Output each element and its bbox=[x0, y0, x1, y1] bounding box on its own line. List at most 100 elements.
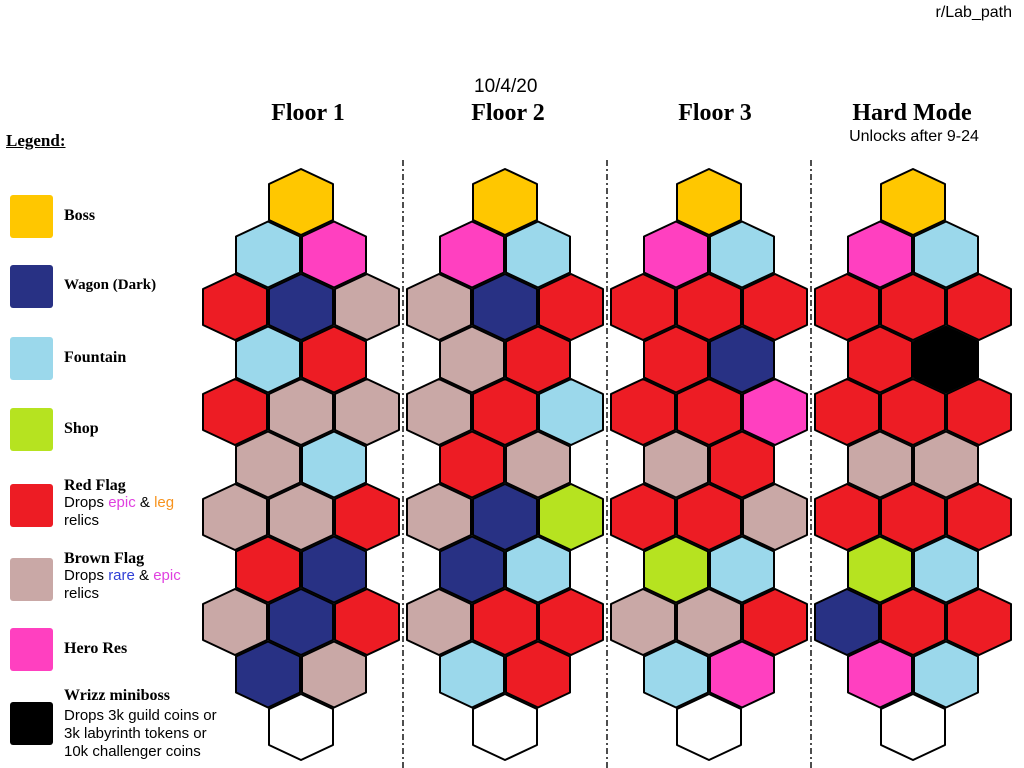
red-flag-description: Drops epic & leg relics bbox=[64, 494, 254, 530]
hex-fountain-f3-r10-c1 bbox=[643, 640, 709, 709]
hex-red-f4-r5-c1 bbox=[814, 378, 880, 446]
hex-brown-f1-r7-c2 bbox=[268, 483, 334, 551]
hex-wagon-f1-r3-c2 bbox=[268, 273, 334, 341]
legend-label-boss: Boss bbox=[64, 207, 96, 224]
floor-1-title: Floor 1 bbox=[271, 100, 345, 126]
hex-brown-f1-r5-c2 bbox=[268, 378, 334, 446]
hex-red-f3-r9-c3 bbox=[742, 588, 808, 656]
hex-brown-f2-r9-c1 bbox=[406, 588, 472, 656]
hex-start-f3-r11-c1 bbox=[676, 693, 742, 761]
hard-mode-title: Hard Mode bbox=[852, 100, 972, 126]
legend-label-wagon: Wagon (Dark) bbox=[64, 277, 157, 293]
hex-red-f3-r6-c2 bbox=[709, 430, 775, 499]
hex-red-f3-r5-c2 bbox=[676, 378, 742, 446]
hex-red-f2-r9-c2 bbox=[472, 588, 538, 656]
hex-wagon-f2-r8-c1 bbox=[439, 535, 505, 604]
hex-brown-f3-r9-c2 bbox=[676, 588, 742, 656]
hex-red-f1-r8-c1 bbox=[235, 535, 301, 604]
miniboss-desc-line-3: 10k challenger coins bbox=[64, 743, 201, 760]
red-flag-desc-and: & bbox=[135, 494, 155, 511]
hex-red-f3-r3-c1 bbox=[610, 273, 676, 341]
legend-label-brown-flag: Brown Flag bbox=[64, 550, 145, 567]
brown-flag-swatch bbox=[10, 558, 53, 601]
hex-brown-f2-r6-c2 bbox=[505, 430, 571, 499]
hex-red-f2-r4-c2 bbox=[505, 325, 571, 394]
hex-red-f1-r4-c2 bbox=[301, 325, 367, 394]
hex-fountain-f3-r8-c2 bbox=[709, 535, 775, 604]
hex-hero-f3-r2-c1 bbox=[643, 220, 709, 289]
hex-wagon-f3-r4-c2 bbox=[709, 325, 775, 394]
brown-flag-description: Drops rare & epic relics bbox=[64, 567, 254, 603]
miniboss-swatch bbox=[10, 702, 53, 745]
hex-start-f4-r11-c1 bbox=[880, 693, 946, 761]
miniboss-desc-line-2: 3k labyrinth tokens or bbox=[64, 725, 207, 742]
hex-red-f4-r7-c2 bbox=[880, 483, 946, 551]
hex-brown-f1-r3-c3 bbox=[334, 273, 400, 341]
hex-miniboss-f4-r4-c2 bbox=[913, 325, 979, 394]
hex-start-f1-r11-c1 bbox=[268, 693, 334, 761]
hex-fountain-f2-r8-c2 bbox=[505, 535, 571, 604]
hex-red-f3-r3-c3 bbox=[742, 273, 808, 341]
hex-fountain-f2-r2-c2 bbox=[505, 220, 571, 289]
hex-red-f2-r5-c2 bbox=[472, 378, 538, 446]
brown-flag-desc-relics: relics bbox=[64, 585, 100, 602]
hex-red-f2-r6-c1 bbox=[439, 430, 505, 499]
brown-flag-desc-prefix: Drops bbox=[64, 567, 109, 584]
legend-label-shop: Shop bbox=[64, 420, 99, 437]
hex-fountain-f1-r2-c1 bbox=[235, 220, 301, 289]
hex-red-f2-r10-c2 bbox=[505, 640, 571, 709]
hex-red-f3-r5-c1 bbox=[610, 378, 676, 446]
hex-brown-f1-r7-c1 bbox=[202, 483, 268, 551]
hex-red-f3-r7-c1 bbox=[610, 483, 676, 551]
hex-fountain-f4-r2-c2 bbox=[913, 220, 979, 289]
legend-label-red-flag: Red Flag bbox=[64, 477, 126, 494]
hex-hero-f1-r2-c2 bbox=[301, 220, 367, 289]
hex-wagon-f4-r9-c1 bbox=[814, 588, 880, 656]
miniboss-desc-line-1: Drops 3k guild coins or bbox=[64, 707, 217, 724]
hex-wagon-f2-r3-c2 bbox=[472, 273, 538, 341]
hex-brown-f3-r7-c3 bbox=[742, 483, 808, 551]
hard-mode-subtitle: Unlocks after 9-24 bbox=[849, 128, 979, 145]
hex-red-f1-r7-c3 bbox=[334, 483, 400, 551]
hex-brown-f4-r6-c1 bbox=[847, 430, 913, 499]
hex-shop-f4-r8-c1 bbox=[847, 535, 913, 604]
hex-red-f4-r5-c3 bbox=[946, 378, 1012, 446]
hex-fountain-f2-r5-c3 bbox=[538, 378, 604, 446]
hex-wagon-f1-r8-c2 bbox=[301, 535, 367, 604]
hex-fountain-f4-r10-c2 bbox=[913, 640, 979, 709]
red-flag-desc-prefix: Drops bbox=[64, 494, 109, 511]
hex-fountain-f1-r6-c2 bbox=[301, 430, 367, 499]
hero-res-swatch bbox=[10, 628, 53, 671]
red-flag-desc-relics: relics bbox=[64, 512, 100, 529]
hex-boss-f2-r1-c1 bbox=[472, 168, 538, 236]
brown-flag-desc-epic: epic bbox=[153, 567, 181, 584]
hex-red-f4-r3-c2 bbox=[880, 273, 946, 341]
floor-3-title: Floor 3 bbox=[678, 100, 752, 126]
hex-red-f4-r3-c1 bbox=[814, 273, 880, 341]
hex-boss-f1-r1-c1 bbox=[268, 168, 334, 236]
hex-red-f4-r7-c1 bbox=[814, 483, 880, 551]
hex-fountain-f3-r2-c2 bbox=[709, 220, 775, 289]
hex-hero-f3-r10-c2 bbox=[709, 640, 775, 709]
hex-boss-f3-r1-c1 bbox=[676, 168, 742, 236]
hex-brown-f1-r10-c2 bbox=[301, 640, 367, 709]
hex-red-f1-r3-c1 bbox=[202, 273, 268, 341]
hex-shop-f3-r8-c1 bbox=[643, 535, 709, 604]
brown-flag-desc-and: & bbox=[134, 567, 154, 584]
hex-fountain-f2-r10-c1 bbox=[439, 640, 505, 709]
hex-red-f1-r9-c3 bbox=[334, 588, 400, 656]
hex-wagon-f1-r10-c1 bbox=[235, 640, 301, 709]
hex-red-f2-r3-c3 bbox=[538, 273, 604, 341]
hex-red-f4-r9-c3 bbox=[946, 588, 1012, 656]
hex-red-f2-r9-c3 bbox=[538, 588, 604, 656]
hex-start-f2-r11-c1 bbox=[472, 693, 538, 761]
hex-brown-f1-r6-c1 bbox=[235, 430, 301, 499]
hex-hero-f3-r5-c3 bbox=[742, 378, 808, 446]
hex-brown-f4-r6-c2 bbox=[913, 430, 979, 499]
hex-shop-f2-r7-c3 bbox=[538, 483, 604, 551]
date-label: 10/4/20 bbox=[474, 76, 538, 97]
hex-brown-f3-r6-c1 bbox=[643, 430, 709, 499]
hex-brown-f3-r9-c1 bbox=[610, 588, 676, 656]
hex-red-f4-r7-c3 bbox=[946, 483, 1012, 551]
